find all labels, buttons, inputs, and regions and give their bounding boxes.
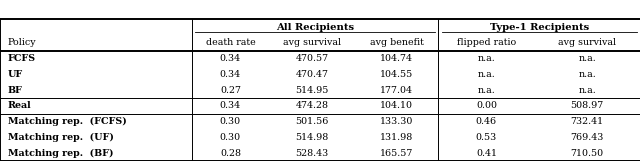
Text: 732.41: 732.41 [571, 117, 604, 126]
Text: 177.04: 177.04 [380, 86, 413, 95]
Text: 104.55: 104.55 [380, 70, 413, 79]
Text: UF: UF [8, 70, 23, 79]
Text: 0.30: 0.30 [220, 133, 241, 142]
Text: 165.57: 165.57 [380, 149, 413, 158]
Text: 710.50: 710.50 [571, 149, 604, 158]
Text: n.a.: n.a. [579, 54, 596, 63]
Text: 514.98: 514.98 [296, 133, 328, 142]
Text: Matching rep.  (FCFS): Matching rep. (FCFS) [8, 117, 127, 126]
Text: 0.34: 0.34 [220, 54, 241, 63]
Text: 0.00: 0.00 [476, 101, 497, 110]
Text: 0.41: 0.41 [476, 149, 497, 158]
Text: 0.53: 0.53 [476, 133, 497, 142]
Text: 131.98: 131.98 [380, 133, 413, 142]
Text: 508.97: 508.97 [571, 101, 604, 110]
Text: FCFS: FCFS [8, 54, 36, 63]
Text: 501.56: 501.56 [295, 117, 329, 126]
Text: avg survival: avg survival [283, 38, 341, 47]
Text: 514.95: 514.95 [295, 86, 329, 95]
Text: flipped ratio: flipped ratio [457, 38, 516, 47]
Text: Matching rep.  (BF): Matching rep. (BF) [8, 149, 113, 158]
Text: 0.30: 0.30 [220, 117, 241, 126]
Text: n.a.: n.a. [579, 86, 596, 95]
Text: n.a.: n.a. [477, 86, 495, 95]
Text: 104.74: 104.74 [380, 54, 413, 63]
Text: All Recipients: All Recipients [276, 23, 355, 32]
Text: 133.30: 133.30 [380, 117, 413, 126]
Text: Type-1 Recipients: Type-1 Recipients [490, 23, 589, 32]
Text: avg benefit: avg benefit [370, 38, 424, 47]
Text: BF: BF [8, 86, 22, 95]
Text: 470.57: 470.57 [296, 54, 328, 63]
Text: death rate: death rate [205, 38, 255, 47]
Text: 104.10: 104.10 [380, 101, 413, 110]
Text: n.a.: n.a. [477, 70, 495, 79]
Text: Policy: Policy [8, 38, 36, 47]
Text: 0.34: 0.34 [220, 101, 241, 110]
Text: 769.43: 769.43 [570, 133, 604, 142]
Text: Matching rep.  (UF): Matching rep. (UF) [8, 133, 113, 142]
Text: 0.46: 0.46 [476, 117, 497, 126]
Text: avg survival: avg survival [558, 38, 616, 47]
Text: 0.28: 0.28 [220, 149, 241, 158]
Text: Real: Real [8, 101, 31, 110]
Text: 474.28: 474.28 [296, 101, 328, 110]
Text: n.a.: n.a. [477, 54, 495, 63]
Text: 470.47: 470.47 [296, 70, 328, 79]
Text: 0.34: 0.34 [220, 70, 241, 79]
Text: n.a.: n.a. [579, 70, 596, 79]
Text: 0.27: 0.27 [220, 86, 241, 95]
Text: 528.43: 528.43 [296, 149, 328, 158]
